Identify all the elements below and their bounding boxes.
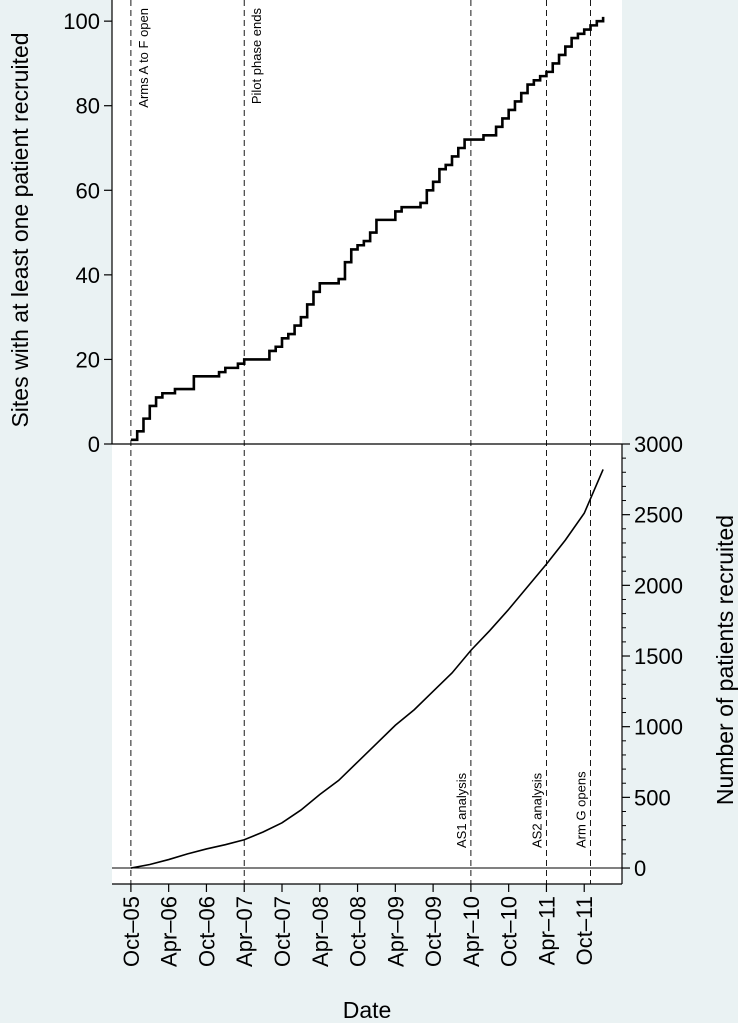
x-tick-label: Oct–10 xyxy=(497,896,522,967)
event-label: Pilot phase ends xyxy=(249,8,264,105)
x-tick-label: Oct–06 xyxy=(194,896,219,967)
x-tick-label: Apr–09 xyxy=(383,896,408,967)
y-tick-label: 80 xyxy=(76,94,100,119)
x-tick-label: Apr–07 xyxy=(232,896,257,967)
y-axis-title: Sites with at least one patient recruite… xyxy=(7,32,33,427)
x-tick-label: Oct–05 xyxy=(119,896,144,967)
x-axis-title: Date xyxy=(343,997,392,1023)
y-tick-label: 0 xyxy=(634,856,646,881)
y2-axis-title: Number of patients recruited xyxy=(712,515,738,805)
y-tick-label: 500 xyxy=(634,785,671,810)
plot-area xyxy=(112,0,622,884)
x-tick-label: Apr–11 xyxy=(534,896,559,965)
y-tick-label: 1000 xyxy=(634,715,683,740)
y-tick-label: 60 xyxy=(76,178,100,203)
x-tick-label: Apr–08 xyxy=(308,896,333,967)
x-tick-label: Oct–09 xyxy=(421,896,446,967)
y-tick-label: 40 xyxy=(76,263,100,288)
event-label: AS2 analysis xyxy=(529,772,544,848)
x-tick-label: Oct–08 xyxy=(346,896,371,967)
x-tick-label: Apr–06 xyxy=(157,896,182,967)
y-tick-label: 20 xyxy=(76,347,100,372)
x-tick-label: Oct–11 xyxy=(572,896,597,965)
event-label: Arms A to F open xyxy=(136,8,151,108)
data-line xyxy=(130,16,605,442)
y-tick-label: 2500 xyxy=(634,503,683,528)
event-label: AS1 analysis xyxy=(454,772,469,848)
y-tick-label: 3000 xyxy=(634,432,683,457)
y-tick-label: 100 xyxy=(63,9,100,34)
x-tick-label: Apr–10 xyxy=(459,896,484,967)
x-tick-label: Oct–07 xyxy=(270,896,295,967)
y-tick-label: 2000 xyxy=(634,573,683,598)
event-label: Arm G opens xyxy=(574,771,589,848)
y-tick-label: 0 xyxy=(88,432,100,457)
y-tick-label: 1500 xyxy=(634,644,683,669)
data-line xyxy=(130,469,604,869)
